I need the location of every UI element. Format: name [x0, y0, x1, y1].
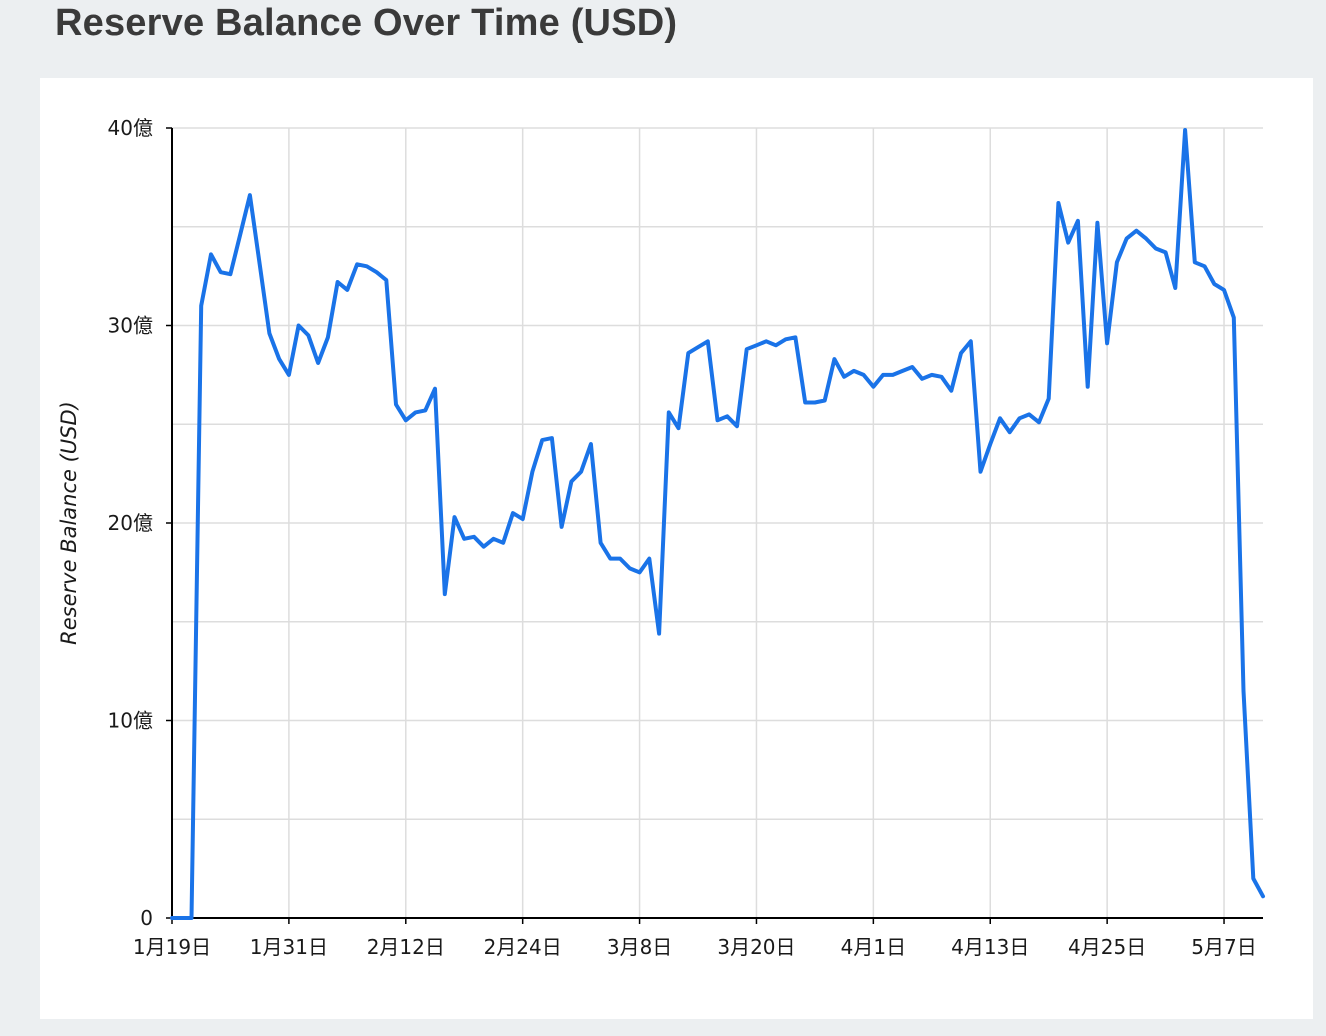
series-line	[170, 128, 1265, 920]
y-tick-label: 20億	[108, 511, 153, 535]
x-tick-label: 3月8日	[607, 935, 672, 959]
series-layer	[170, 128, 1265, 920]
y-tick-label: 10億	[108, 709, 153, 733]
grid-lines	[172, 127, 1263, 918]
x-tick-label: 3月20日	[717, 935, 795, 959]
y-tick-label: 0	[140, 906, 153, 930]
x-tick-labels: 1月19日 1月31日 2月12日 2月24日 3月8日 3月20日 4月1日 4月13日 4月…	[133, 935, 1257, 959]
x-tick-label: 4月1日	[841, 935, 906, 959]
y-axis-title: Reserve Balance (USD)	[57, 401, 81, 645]
y-tick-labels: 0 10億 20億 30億 40億	[108, 116, 153, 930]
x-tick-label: 4月13日	[951, 935, 1029, 959]
x-tick-label: 1月31日	[250, 935, 328, 959]
x-tick-label: 2月24日	[484, 935, 562, 959]
x-tick-label: 2月12日	[367, 935, 445, 959]
page-title: Reserve Balance Over Time (USD)	[55, 2, 678, 44]
line-chart: 0 10億 20億 30億 40億 1月19日 1月31日 2月12日 2月24日 3月8日 3月…	[57, 116, 1265, 959]
x-tick-label: 1月19日	[133, 935, 211, 959]
x-tick-label: 4月25日	[1068, 935, 1146, 959]
y-tick-label: 40億	[108, 116, 153, 140]
y-tick-label: 30億	[108, 314, 153, 338]
x-tick-label: 5月7日	[1191, 935, 1256, 959]
axes	[166, 127, 1263, 924]
chart-card: 0 10億 20億 30億 40億 1月19日 1月31日 2月12日 2月24日 3月8日 3月…	[40, 78, 1313, 1019]
